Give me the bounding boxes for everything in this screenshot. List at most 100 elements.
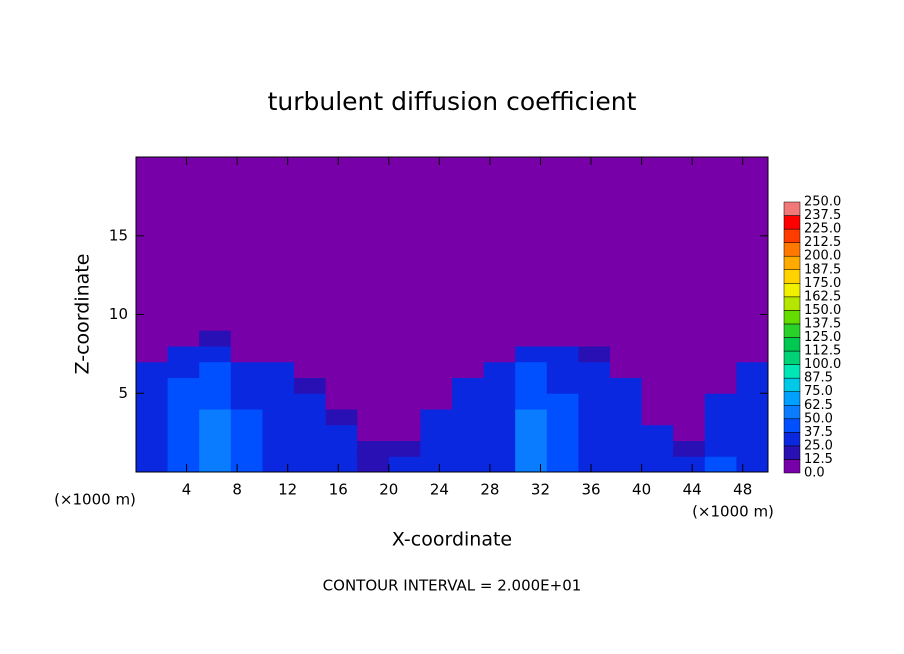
field-cell [452, 393, 485, 410]
colorbar-swatch [783, 296, 801, 311]
field-cell [610, 361, 643, 378]
field-cell [262, 314, 295, 331]
field-cell [357, 409, 390, 426]
field-cell [578, 377, 611, 394]
field-cell [294, 314, 327, 331]
colorbar-label: 87.5 [804, 371, 833, 386]
x-axis-label: X-coordinate [392, 529, 512, 551]
field-cell [230, 393, 263, 410]
field-cell [325, 393, 358, 410]
x-tick-label: 20 [379, 481, 398, 499]
field-cell [294, 409, 327, 426]
field-cell [136, 440, 169, 457]
field-cell [136, 330, 169, 347]
field-cell [610, 377, 643, 394]
y-tick-label: 10 [109, 305, 128, 323]
colorbar-label: 187.5 [804, 262, 841, 277]
colorbar-label: 112.5 [804, 344, 841, 359]
field-cell [199, 314, 232, 331]
colorbar-swatch [783, 350, 801, 365]
field-cell [704, 330, 737, 347]
field-cell [357, 456, 390, 473]
field-cell [641, 361, 674, 378]
field-cell [673, 424, 706, 441]
field-cell [262, 393, 295, 410]
field-cell [357, 361, 390, 378]
x-tick-label: 28 [480, 481, 499, 499]
field-cell [357, 393, 390, 410]
field-cell [704, 346, 737, 363]
field-cell [641, 346, 674, 363]
field-cell [294, 346, 327, 363]
x-tick-label: 36 [581, 481, 600, 499]
colorbar-swatch [783, 418, 801, 433]
field-cell [388, 393, 421, 410]
field-cell [515, 440, 548, 457]
field-cell [388, 409, 421, 426]
field-cell [136, 377, 169, 394]
field-cell [515, 330, 548, 347]
colorbar-label: 250.0 [804, 195, 841, 210]
colorbar-label: 100.0 [804, 357, 841, 372]
colorbar-label: 25.0 [804, 438, 833, 453]
field-cell [578, 361, 611, 378]
field-cell [483, 456, 516, 473]
field-cell [294, 456, 327, 473]
field-cell [388, 424, 421, 441]
field-cell [388, 314, 421, 331]
field-cell [578, 314, 611, 331]
field-cell [546, 393, 579, 410]
field-cell [167, 393, 200, 410]
field-cell [357, 424, 390, 441]
field-cell [388, 456, 421, 473]
field-cell [325, 377, 358, 394]
field-cell [167, 377, 200, 394]
field-cell [452, 346, 485, 363]
colorbar-label: 200.0 [804, 249, 841, 264]
field-cell [546, 361, 579, 378]
field-cell [452, 361, 485, 378]
colorbar-swatch [783, 323, 801, 338]
field-cell [546, 314, 579, 331]
y-tick-label: 15 [109, 226, 128, 244]
field-cell [325, 330, 358, 347]
field-cell [167, 440, 200, 457]
field-cell [736, 456, 769, 473]
field-cell [641, 393, 674, 410]
field-cell [420, 440, 453, 457]
field-cell [673, 330, 706, 347]
colorbar-swatch [783, 445, 801, 460]
field-cell [420, 330, 453, 347]
field-cell [673, 393, 706, 410]
field-cell [325, 424, 358, 441]
field-cell [262, 346, 295, 363]
field-cell [673, 346, 706, 363]
field-cell [294, 330, 327, 347]
colorbar-label: 237.5 [804, 208, 841, 223]
field-cell [546, 409, 579, 426]
field-cell [325, 361, 358, 378]
field-cell [610, 346, 643, 363]
field-cell [704, 440, 737, 457]
colorbar-label: 50.0 [804, 411, 833, 426]
field-cell [736, 377, 769, 394]
field-cell [325, 409, 358, 426]
field-cell [546, 346, 579, 363]
field-cell [515, 424, 548, 441]
field-cell [483, 361, 516, 378]
colorbar-swatch [783, 215, 801, 230]
field-cell [483, 346, 516, 363]
field-cell [736, 424, 769, 441]
field-cell [388, 377, 421, 394]
colorbar-label: 212.5 [804, 235, 841, 250]
x-tick-label: 40 [632, 481, 651, 499]
field-cell [199, 456, 232, 473]
field-cell [262, 456, 295, 473]
colorbar-swatch [783, 337, 801, 352]
colorbar-swatch [783, 283, 801, 298]
colorbar-swatch [783, 459, 801, 474]
field-cell [230, 330, 263, 347]
field-cell [136, 456, 169, 473]
field-cell [704, 377, 737, 394]
field-cell [736, 393, 769, 410]
